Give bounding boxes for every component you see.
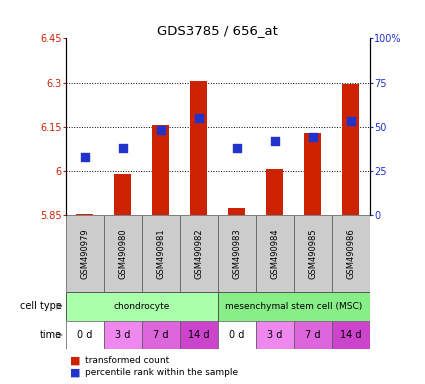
Bar	[218, 321, 256, 349]
Text: chondrocyte: chondrocyte	[113, 302, 170, 311]
Text: GSM490979: GSM490979	[80, 228, 89, 279]
Text: 0 d: 0 d	[77, 330, 93, 340]
Bar	[218, 292, 370, 321]
Bar	[76, 214, 94, 215]
Bar	[180, 321, 218, 349]
Text: GSM490984: GSM490984	[270, 228, 279, 279]
Bar	[104, 321, 142, 349]
Bar	[142, 215, 180, 292]
Text: 7 d: 7 d	[305, 330, 320, 340]
Bar	[342, 84, 359, 215]
Text: 3 d: 3 d	[115, 330, 130, 340]
Bar	[294, 215, 332, 292]
Text: 14 d: 14 d	[188, 330, 210, 340]
Bar	[114, 174, 131, 215]
Bar	[228, 208, 245, 215]
Text: 3 d: 3 d	[267, 330, 283, 340]
Bar	[332, 321, 370, 349]
Bar	[294, 321, 332, 349]
Point	[157, 127, 164, 133]
Text: time: time	[40, 330, 62, 340]
Point	[347, 118, 354, 124]
Bar	[256, 321, 294, 349]
Point	[233, 145, 240, 151]
Bar	[152, 125, 170, 215]
Text: GSM490985: GSM490985	[308, 228, 317, 279]
Bar	[66, 321, 104, 349]
Bar	[66, 215, 104, 292]
Text: GSM490986: GSM490986	[346, 228, 355, 279]
Text: GSM490980: GSM490980	[118, 228, 127, 279]
Text: percentile rank within the sample: percentile rank within the sample	[85, 368, 238, 377]
Text: transformed count: transformed count	[85, 356, 169, 366]
Text: GSM490981: GSM490981	[156, 228, 165, 279]
Bar	[256, 215, 294, 292]
Text: GSM490982: GSM490982	[194, 228, 203, 279]
Text: cell type: cell type	[20, 301, 62, 311]
Bar	[66, 292, 218, 321]
Bar	[266, 169, 283, 215]
Bar	[180, 215, 218, 292]
Text: GSM490983: GSM490983	[232, 228, 241, 279]
Point	[272, 138, 278, 144]
Point	[119, 145, 126, 151]
Text: 14 d: 14 d	[340, 330, 362, 340]
Bar	[142, 321, 180, 349]
Bar	[304, 132, 321, 215]
Title: GDS3785 / 656_at: GDS3785 / 656_at	[157, 24, 278, 37]
Bar	[104, 215, 142, 292]
Text: 7 d: 7 d	[153, 330, 169, 340]
Text: 0 d: 0 d	[229, 330, 244, 340]
Bar	[332, 215, 370, 292]
Point	[82, 154, 88, 160]
Bar	[218, 215, 256, 292]
Point	[196, 115, 202, 121]
Text: mesenchymal stem cell (MSC): mesenchymal stem cell (MSC)	[225, 302, 363, 311]
Text: ■: ■	[70, 367, 81, 377]
Point	[309, 134, 316, 141]
Bar	[190, 81, 207, 215]
Text: ■: ■	[70, 356, 81, 366]
